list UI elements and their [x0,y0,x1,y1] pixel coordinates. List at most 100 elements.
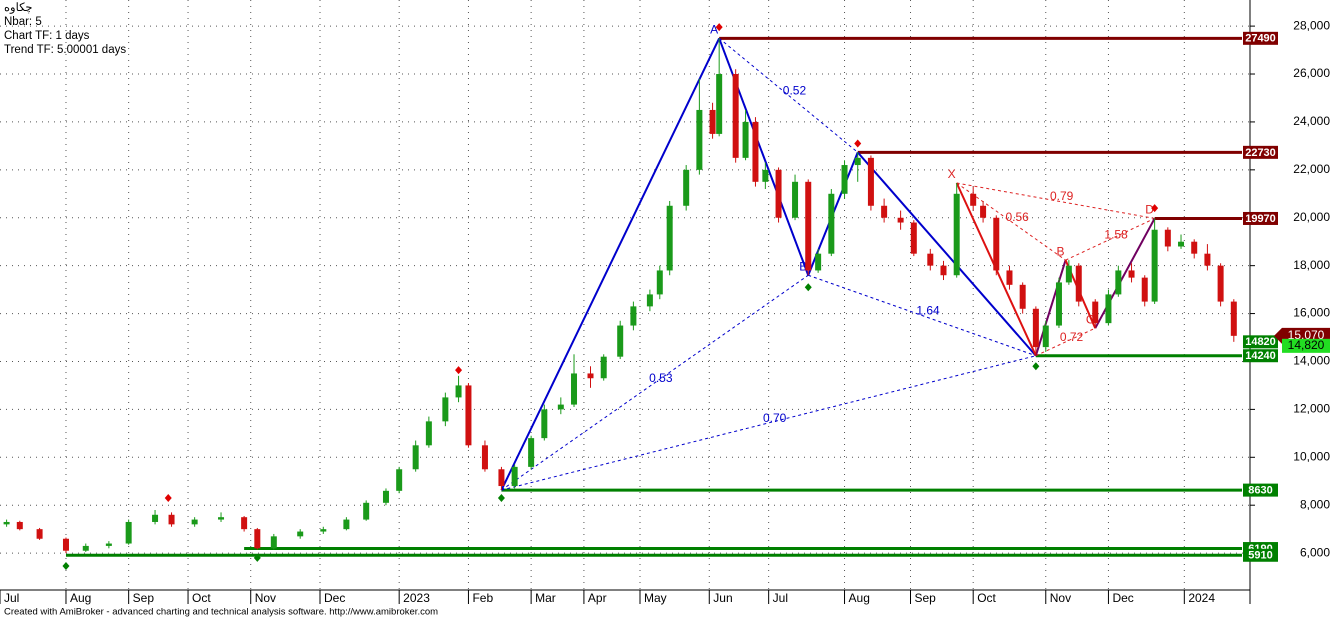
info-line: Nbar: 5 [4,16,42,28]
candle-body [254,529,261,549]
candle-body [1141,277,1148,302]
pivot-high [164,494,172,503]
x-tick-label: Apr [588,591,607,605]
candle-body [270,536,277,549]
candle-body [425,421,432,446]
pivot-high [715,23,723,32]
candle-body [742,121,749,158]
pattern-leg [500,37,721,491]
x-tick-label: Oct [977,591,996,605]
level-label: 5910 [1248,550,1272,562]
last-value-label: 14,820 [1288,338,1325,352]
candle-body [511,466,518,487]
candle-body [775,169,782,218]
candle-body [1151,229,1158,302]
pattern-leg [856,151,1037,357]
x-tick-label: Mar [535,591,556,605]
candle-body [1105,294,1112,324]
y-tick-label: 28,000 [1293,18,1330,32]
ratio-line [956,182,1066,261]
y-tick-label: 8,000 [1300,497,1330,511]
candle-body [557,404,564,410]
candle-body [762,169,769,182]
x-tick-label: Sep [133,591,155,605]
candle-body [587,373,594,379]
candle-body [1055,282,1062,326]
pivot-low [1032,362,1040,371]
x-tick-label: Dec [1112,591,1133,605]
pivot-low [804,283,812,292]
candle-body [1019,284,1026,309]
candle-body [465,385,472,446]
candle-body [16,521,23,530]
y-tick-label: 16,000 [1293,306,1330,320]
candle-body [1075,265,1082,302]
y-tick-label: 24,000 [1293,114,1330,128]
level-label: 8630 [1248,485,1272,497]
x-tick-label: 2024 [1188,591,1215,605]
ratio-label: 1.58 [1104,227,1128,241]
candle-body [1006,270,1013,285]
candle-body [36,529,43,539]
x-tick-label: 2023 [403,591,430,605]
candle-body [1217,265,1224,302]
pattern-point-label: B [1057,244,1065,258]
pivot-high [455,366,463,375]
candle-body [867,157,874,206]
ratio-label: 0.79 [1050,189,1074,203]
candle-body [1128,270,1135,278]
candle-body [630,306,637,326]
candle-body [241,517,248,530]
ratio-label: 0.52 [783,84,807,98]
candle-body [940,265,947,276]
candle-body [297,531,304,537]
candle-body [1164,229,1171,247]
ratio-line [1035,327,1096,357]
level-label: 14820 [1245,336,1276,348]
y-tick-label: 20,000 [1293,210,1330,224]
candle-body [854,157,861,166]
level-label-box [1243,349,1278,363]
candle-body [62,538,69,551]
candle-body [897,217,904,223]
x-tick-label: Jun [713,591,732,605]
candle-body [82,545,89,551]
last-price-label: 15,070 [1288,328,1325,342]
x-tick-label: Feb [472,591,493,605]
y-tick-label: 12,000 [1293,402,1330,416]
info-line: Trend TF: 5.00001 days [4,44,126,56]
info-line: Chart TF: 1 days [4,30,90,42]
level-label-box [1243,211,1278,225]
ratio-label: 0.70 [763,411,787,425]
pattern-leg [1094,217,1156,329]
y-tick-label: 14,000 [1293,354,1330,368]
x-tick-label: Aug [849,591,870,605]
level-label: 14240 [1245,350,1276,362]
y-tick-label: 26,000 [1293,66,1330,80]
level-label-box [1243,483,1278,497]
candle-body [1204,253,1211,266]
ratio-line [501,355,1036,491]
candle-body [541,409,548,439]
candle-body [343,519,350,530]
candle-body [600,356,607,379]
candle-body [980,205,987,218]
x-tick-label: Aug [70,591,91,605]
candle-body [396,469,403,491]
ratio-line [1065,218,1155,261]
ratio-line [501,274,809,491]
level-label-box [1243,548,1278,562]
candle-body [1191,241,1198,254]
candle-body [320,529,327,532]
candle-body [412,445,419,470]
level-label-box [1243,335,1278,349]
candle-body [528,438,535,467]
x-tick-label: Jul [773,591,788,605]
level-label: 19970 [1245,213,1276,225]
y-tick-label: 6,000 [1300,545,1330,559]
candle-body [498,469,505,487]
candle-body [1178,241,1185,247]
candle-body [841,165,848,194]
candle-body [481,445,488,470]
